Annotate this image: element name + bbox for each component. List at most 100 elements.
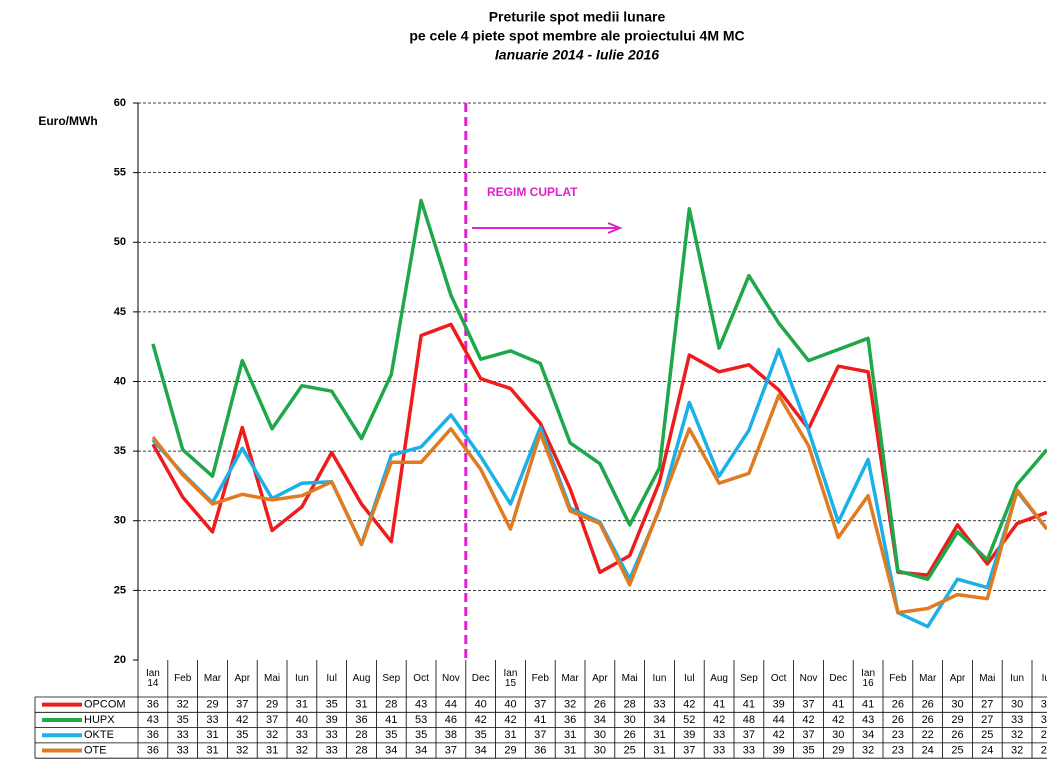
x-tick-label: Apr — [592, 672, 608, 684]
x-tick-label: Mai — [621, 672, 638, 684]
legend-label: OPCOM — [84, 699, 126, 711]
table-value: 33 — [326, 744, 338, 756]
table-value: 41 — [832, 699, 844, 711]
table-value: 25 — [951, 744, 963, 756]
table-value: 32 — [296, 744, 308, 756]
x-tick-label: Ian 15 — [503, 667, 518, 689]
table-value: 30 — [832, 729, 844, 741]
table-value: 42 — [504, 714, 516, 726]
table-value: 36 — [147, 699, 159, 711]
x-tick-label: Aug — [710, 672, 728, 684]
series-line — [151, 393, 1047, 615]
table-value: 37 — [743, 729, 755, 741]
x-tick-label: Oct — [770, 672, 787, 684]
x-tick-label: Ian 14 — [145, 667, 160, 689]
table-value: 26 — [624, 729, 636, 741]
table-value: 32 — [1011, 744, 1023, 756]
annotation: REGIM CUPLAT — [487, 185, 578, 199]
table-value: 31 — [206, 729, 218, 741]
table-value: 28 — [624, 699, 636, 711]
series-line — [151, 347, 1047, 629]
x-tick-label: Aug — [352, 672, 371, 684]
table-value: 52 — [683, 714, 695, 726]
x-tick-label: Feb — [889, 672, 907, 684]
table-value: 43 — [147, 714, 159, 726]
table-value: 26 — [892, 714, 904, 726]
table-value: 30 — [1011, 699, 1023, 711]
table-value: 33 — [296, 729, 308, 741]
series-line — [151, 322, 1047, 577]
table-value: 29 — [1041, 744, 1047, 756]
series-line — [151, 198, 1047, 581]
table-value: 28 — [355, 729, 367, 741]
table-value: 31 — [653, 744, 665, 756]
x-tick-label: Sep — [382, 672, 401, 684]
table-value: 42 — [802, 714, 814, 726]
table-value: 23 — [892, 744, 904, 756]
table-value: 42 — [773, 729, 785, 741]
table-value: 42 — [683, 699, 695, 711]
table-value: 31 — [355, 699, 367, 711]
y-axis-label: Euro/MWh — [38, 114, 97, 128]
table-value: 36 — [564, 714, 576, 726]
table-value: 34 — [653, 714, 665, 726]
table-value: 39 — [326, 714, 338, 726]
table-value: 34 — [594, 714, 606, 726]
table-value: 36 — [147, 744, 159, 756]
table-value: 34 — [415, 744, 427, 756]
table-value: 40 — [475, 699, 487, 711]
table-value: 36 — [534, 744, 546, 756]
table-value: 28 — [355, 744, 367, 756]
table-value: 26 — [594, 699, 606, 711]
table-value: 37 — [236, 699, 248, 711]
table-value: 33 — [1011, 714, 1023, 726]
table-value: 26 — [922, 699, 934, 711]
table-value: 32 — [1011, 729, 1023, 741]
table-value: 41 — [713, 699, 725, 711]
table-value: 35 — [802, 744, 814, 756]
x-tick-label: Iun — [294, 672, 309, 684]
table-value: 29 — [832, 744, 844, 756]
table-value: 34 — [385, 744, 397, 756]
x-tick-label: Oct — [413, 672, 429, 684]
table-value: 32 — [862, 744, 874, 756]
x-tick-label: Mar — [919, 672, 937, 684]
table-value: 29 — [206, 699, 218, 711]
table-value: 44 — [773, 714, 785, 726]
legend-label: OTE — [84, 744, 107, 756]
table-value: 37 — [534, 729, 546, 741]
table-value: 30 — [594, 729, 606, 741]
x-tick-label: Sep — [740, 672, 758, 684]
table-value: 32 — [266, 729, 278, 741]
table-value: 41 — [862, 699, 874, 711]
table-value: 31 — [206, 744, 218, 756]
table-value: 38 — [445, 729, 457, 741]
y-tick-label: 20 — [114, 654, 126, 666]
table-value: 33 — [177, 744, 189, 756]
table-value: 24 — [981, 744, 993, 756]
table-value: 39 — [683, 729, 695, 741]
table-value: 37 — [445, 744, 457, 756]
table-value: 30 — [624, 714, 636, 726]
x-tick-label: Iun — [652, 672, 667, 684]
table-value: 30 — [951, 699, 963, 711]
chart-subtitle: pe cele 4 piete spot membre ale proiectu… — [409, 28, 744, 44]
table-value: 32 — [236, 744, 248, 756]
table-value: 37 — [802, 699, 814, 711]
table-value: 23 — [892, 729, 904, 741]
table-value: 33 — [713, 729, 725, 741]
table-value: 43 — [862, 714, 874, 726]
table-value: 36 — [355, 714, 367, 726]
table-value: 31 — [564, 729, 576, 741]
x-tick-label: Mar — [203, 672, 222, 684]
y-tick-label: 25 — [114, 584, 126, 596]
table-value: 33 — [177, 729, 189, 741]
table-value: 33 — [206, 714, 218, 726]
annotation-arrowhead — [607, 222, 623, 234]
table-value: 31 — [266, 744, 278, 756]
table-value: 35 — [326, 699, 338, 711]
x-tick-label: Iul — [326, 672, 337, 684]
table-value: 34 — [475, 744, 487, 756]
table-value: 31 — [653, 729, 665, 741]
